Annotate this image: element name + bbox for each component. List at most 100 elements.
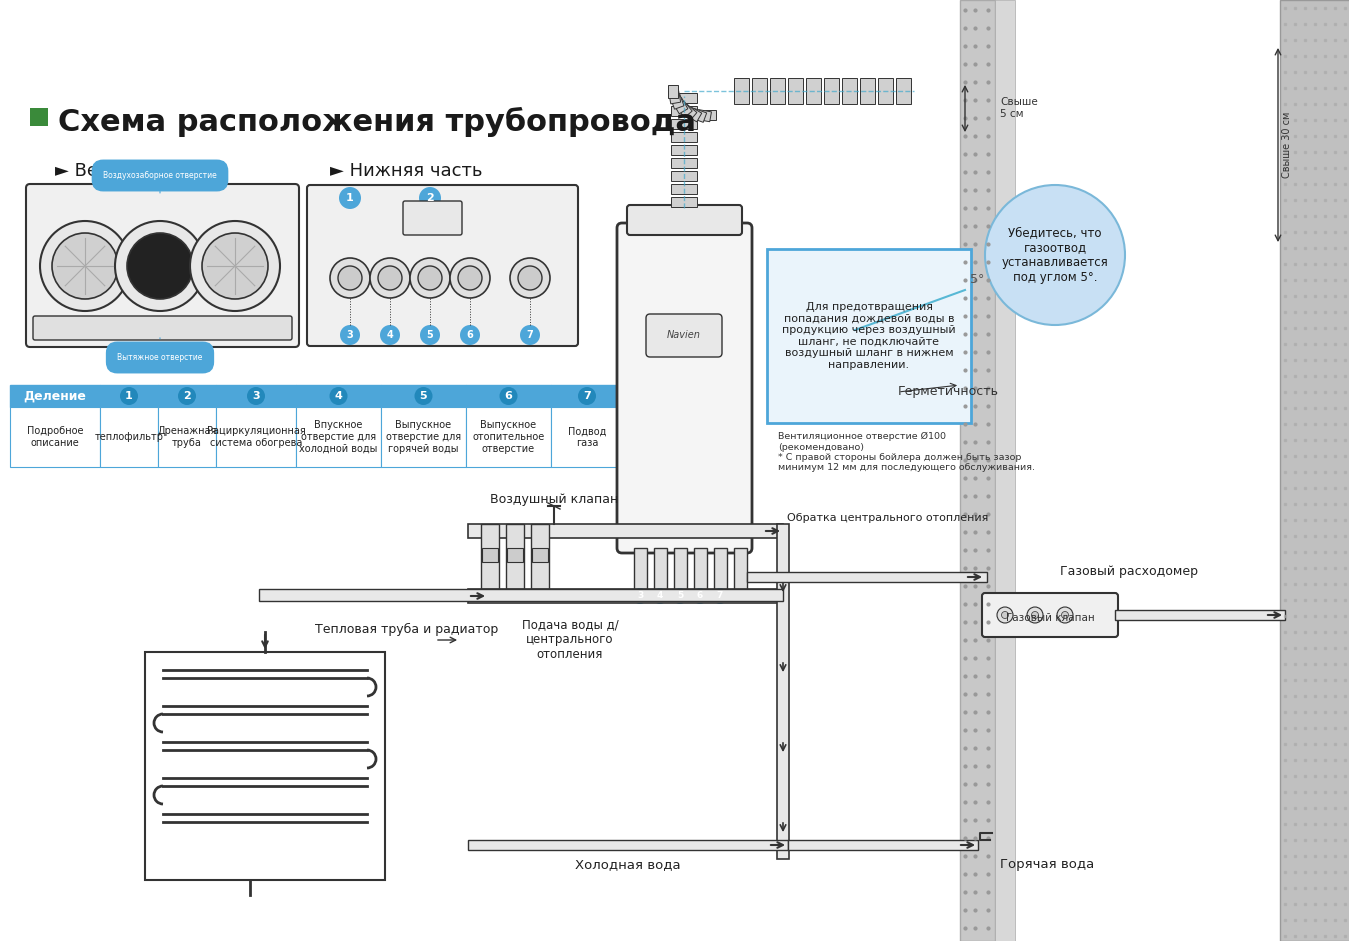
Text: Воздухозаборное отверстие: Воздухозаборное отверстие (103, 171, 217, 193)
FancyBboxPatch shape (616, 223, 751, 553)
Text: 4: 4 (387, 330, 394, 340)
FancyBboxPatch shape (403, 201, 461, 235)
Circle shape (1032, 612, 1039, 618)
Text: Вытяжное отверстие: Вытяжное отверстие (117, 338, 202, 362)
Text: теплофильтр: теплофильтр (94, 432, 163, 442)
Circle shape (420, 325, 440, 345)
Circle shape (339, 266, 362, 290)
FancyBboxPatch shape (982, 593, 1118, 637)
Text: Убедитесь, что
газоотвод
устанавливается
под углом 5°.: Убедитесь, что газоотвод устанавливается… (1001, 226, 1109, 284)
Bar (693, 548, 707, 593)
Circle shape (997, 607, 1013, 623)
Text: Холодная вода: Холодная вода (575, 858, 681, 871)
Bar (654, 548, 666, 593)
Bar (670, 158, 697, 168)
Circle shape (380, 325, 401, 345)
Circle shape (672, 588, 688, 604)
Text: Деление: Деление (23, 390, 86, 403)
Bar (634, 548, 648, 593)
Bar (482, 524, 499, 589)
Bar (670, 184, 697, 194)
Circle shape (1027, 607, 1043, 623)
FancyBboxPatch shape (100, 407, 158, 467)
Bar (670, 93, 684, 109)
Bar (668, 85, 679, 98)
Circle shape (418, 266, 442, 290)
FancyBboxPatch shape (26, 184, 299, 347)
Bar (670, 119, 697, 129)
Text: 7: 7 (526, 330, 533, 340)
Bar (532, 548, 548, 562)
Circle shape (340, 325, 360, 345)
Circle shape (414, 387, 433, 405)
Text: Для предотвращения
попадания дождевой воды в
продукцию через воздушный
шланг, не: Для предотвращения попадания дождевой во… (782, 302, 956, 370)
Text: Рациркуляционная
система обогрева: Рациркуляционная система обогрева (206, 426, 305, 448)
Bar (670, 197, 697, 207)
Bar (1116, 610, 1286, 620)
Text: 5: 5 (420, 391, 428, 401)
Bar (676, 101, 692, 118)
FancyBboxPatch shape (308, 185, 577, 346)
Bar (670, 93, 697, 103)
Text: 7: 7 (583, 391, 591, 401)
Text: 6: 6 (505, 391, 513, 401)
Circle shape (370, 258, 410, 298)
Circle shape (120, 387, 138, 405)
Text: 4: 4 (657, 592, 664, 600)
Text: 6: 6 (697, 592, 703, 600)
Text: Воздушный клапан: Воздушный клапан (490, 493, 618, 506)
Text: Тепловая труба и радиатор: Тепловая труба и радиатор (316, 623, 498, 636)
Text: ► Нижняя часть: ► Нижняя часть (331, 162, 483, 180)
Circle shape (451, 258, 490, 298)
Bar (507, 548, 523, 562)
Circle shape (378, 266, 402, 290)
Text: 1: 1 (125, 391, 132, 401)
FancyBboxPatch shape (295, 407, 380, 467)
Text: 5: 5 (426, 330, 433, 340)
Circle shape (190, 221, 281, 311)
Text: ► Верхняя часть: ► Верхняя часть (55, 162, 212, 180)
FancyBboxPatch shape (30, 108, 49, 126)
Circle shape (247, 387, 264, 405)
FancyBboxPatch shape (550, 407, 623, 467)
FancyBboxPatch shape (550, 385, 623, 407)
Circle shape (692, 588, 708, 604)
FancyBboxPatch shape (100, 385, 158, 407)
Bar (788, 840, 978, 850)
Text: Navien: Navien (666, 330, 701, 340)
Bar (670, 171, 697, 181)
Text: Вентиляционное отверстие Ø100
(рекомендовано)
* С правой стороны бойлера должен : Вентиляционное отверстие Ø100 (рекомендо… (778, 432, 1035, 472)
FancyBboxPatch shape (9, 407, 100, 467)
Circle shape (178, 387, 196, 405)
FancyBboxPatch shape (768, 249, 971, 423)
FancyBboxPatch shape (465, 407, 550, 467)
FancyBboxPatch shape (158, 407, 216, 467)
Circle shape (510, 258, 550, 298)
Text: 2: 2 (426, 193, 434, 203)
Bar (824, 78, 839, 104)
Text: 4: 4 (335, 391, 343, 401)
Text: Подача воды д/
центрального
отопления: Подача воды д/ центрального отопления (522, 618, 618, 661)
Text: Газовый расходомер: Газовый расходомер (1060, 566, 1198, 579)
Bar (996, 0, 1014, 941)
Bar (714, 548, 727, 593)
FancyBboxPatch shape (9, 385, 100, 407)
Circle shape (459, 266, 482, 290)
Bar (532, 524, 549, 589)
Circle shape (712, 588, 728, 604)
Circle shape (329, 387, 348, 405)
Bar (751, 78, 768, 104)
Circle shape (499, 387, 518, 405)
Circle shape (331, 258, 370, 298)
Bar (506, 524, 523, 589)
Bar (691, 108, 707, 122)
Bar (482, 548, 498, 562)
Text: Выпускное
отверстие для
горячей воды: Выпускное отверстие для горячей воды (386, 421, 461, 454)
Bar (777, 524, 789, 859)
FancyBboxPatch shape (32, 316, 291, 340)
Text: Подвод
газа: Подвод газа (568, 426, 606, 448)
FancyBboxPatch shape (216, 407, 295, 467)
Bar (770, 78, 785, 104)
FancyBboxPatch shape (295, 385, 380, 407)
Circle shape (115, 221, 205, 311)
